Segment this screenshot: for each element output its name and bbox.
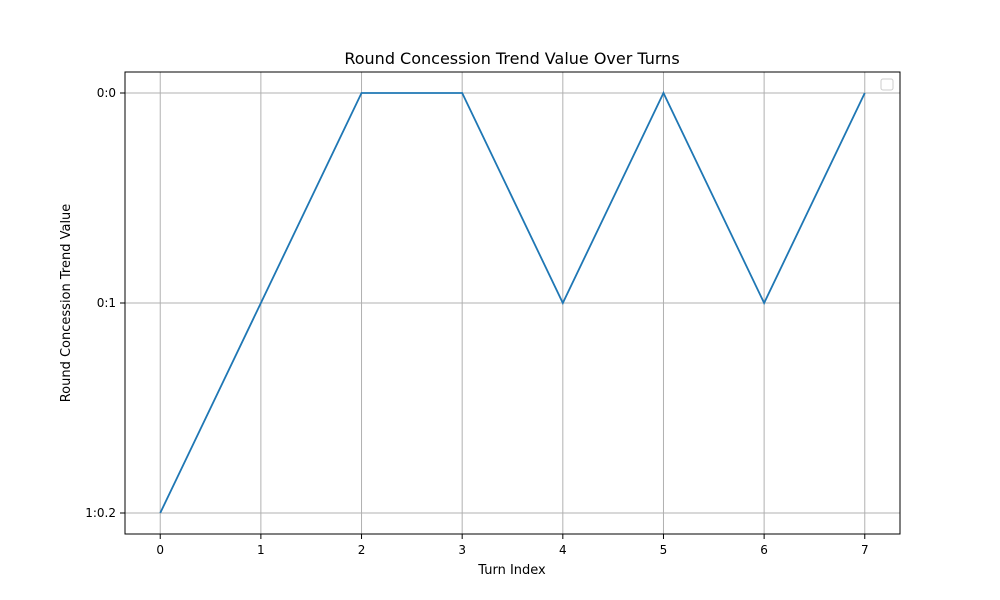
y-tick-label: 0:1 bbox=[97, 296, 116, 310]
tick-layer: 0 1 2 3 4 5 6 7 1:0.2 0:1 0:0 bbox=[85, 86, 868, 557]
x-axis-label: Turn Index bbox=[477, 563, 546, 578]
x-tick-label: 6 bbox=[760, 543, 768, 557]
x-tick-label: 3 bbox=[458, 543, 466, 557]
series-line bbox=[159, 90, 866, 514]
x-tick-label: 2 bbox=[358, 543, 366, 557]
x-tick-label: 7 bbox=[861, 543, 869, 557]
legend-box bbox=[880, 78, 894, 91]
y-tick-label: 0:0 bbox=[97, 86, 116, 100]
y-axis-label: Round Concession Trend Value bbox=[59, 204, 74, 403]
x-tick-label: 1 bbox=[257, 543, 265, 557]
chart-title: Round Concession Trend Value Over Turns bbox=[344, 49, 679, 68]
x-tick-label: 0 bbox=[156, 543, 164, 557]
series-layer bbox=[159, 90, 866, 514]
x-tick-label: 4 bbox=[559, 543, 567, 557]
y-tick-label: 1:0.2 bbox=[85, 506, 116, 520]
x-tick-label: 5 bbox=[660, 543, 668, 557]
